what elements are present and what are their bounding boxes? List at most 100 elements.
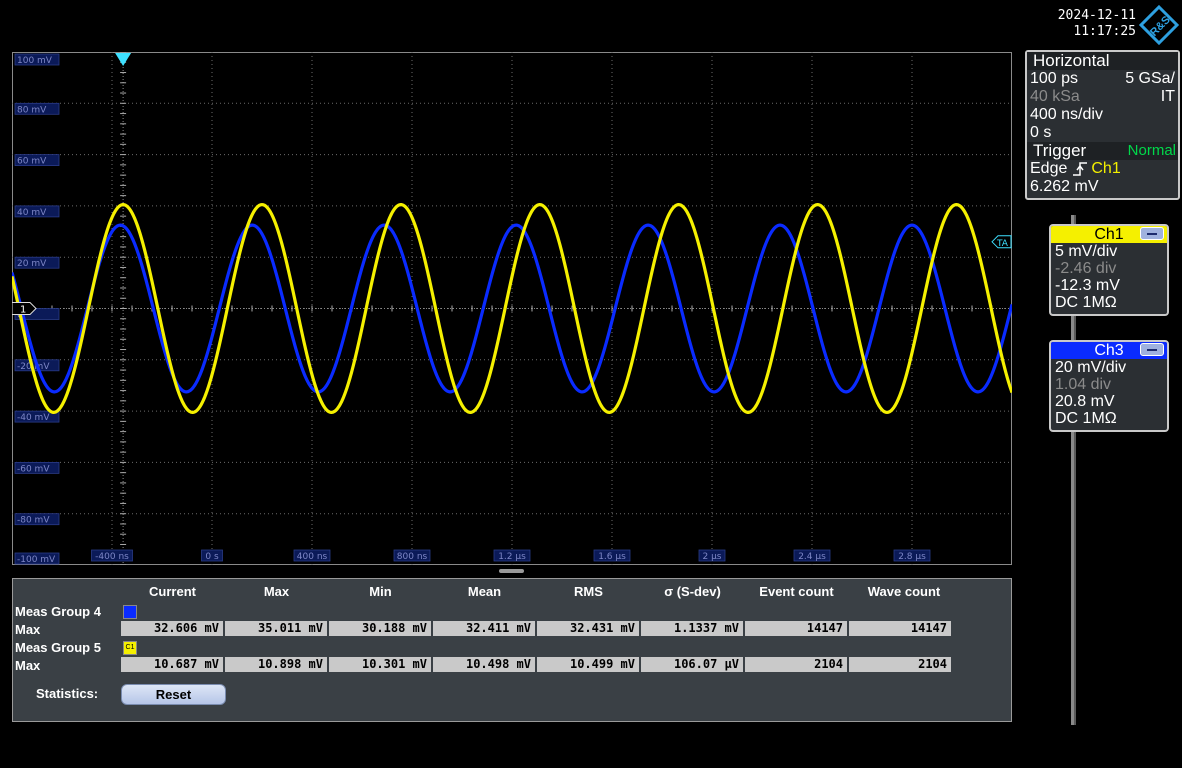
g5-min: 10.301 mV: [329, 657, 431, 672]
x-axis-label: 800 ns: [397, 552, 428, 562]
trigger-marker-label: TA: [996, 239, 1009, 249]
x-axis-label: 1.6 µs: [598, 552, 626, 562]
resize-handle[interactable]: [499, 569, 524, 573]
date-text: 2024-12-11: [1057, 8, 1136, 23]
x-axis-label: 400 ns: [297, 552, 328, 562]
rising-edge-icon: [1073, 162, 1088, 176]
meas-group-5-label: Meas Group 5: [15, 640, 101, 655]
ch1-scale: 5 mV/div: [1055, 243, 1118, 260]
acquisition-mode-value: IT: [1160, 88, 1175, 105]
ch1-offset-div: -2.46 div: [1055, 260, 1117, 277]
y-label-box: [14, 513, 60, 526]
col-header-current: Current: [149, 584, 196, 599]
x-label-box: [393, 549, 431, 562]
y-label-box: [14, 256, 60, 269]
g5-current: 10.687 mV: [121, 657, 223, 672]
measurement-panel[interactable]: Current Max Min Mean RMS σ (S-dev) Event…: [12, 578, 1012, 722]
col-header-mean: Mean: [467, 584, 502, 599]
y-axis-label: 20 mV: [17, 259, 47, 269]
x-axis-label: 2.8 µs: [898, 552, 926, 562]
g4-sdev: 1.1337 mV: [641, 621, 743, 636]
statistics-reset-button[interactable]: Reset: [121, 684, 226, 705]
datetime-display: 2024-12-11 11:17:25: [1058, 8, 1136, 40]
g4-current: 32.606 mV: [121, 621, 223, 636]
g4-mean: 32.411 mV: [433, 621, 535, 636]
g5-event-count: 2104: [745, 657, 847, 672]
x-axis-label: 0 s: [205, 552, 219, 562]
y-axis-label: 40 mV: [17, 208, 47, 218]
meas-group-4-row-label: Max: [15, 622, 41, 637]
trigger-level: 6.262 mV: [1030, 178, 1099, 195]
y-axis-label: -60 mV: [17, 464, 50, 474]
panel-divider: [1071, 215, 1075, 725]
y-axis-label: -40 mV: [17, 413, 50, 423]
rs-logo: R&S: [1139, 5, 1179, 45]
ch1-panel[interactable]: Ch1 5 mV/div -2.46 div -12.3 mV DC 1MΩ: [1049, 224, 1169, 316]
ch1-coupling: DC 1MΩ: [1055, 294, 1117, 311]
x-label-box: [893, 549, 931, 562]
ch3-minimize-button[interactable]: [1140, 343, 1164, 356]
ch1-title: Ch1: [1094, 226, 1124, 243]
trigger-title: Trigger: [1033, 141, 1087, 160]
x-label-box: [698, 549, 726, 562]
meas-group-4-label: Meas Group 4: [15, 604, 101, 619]
g5-max: 10.898 mV: [225, 657, 327, 672]
x-axis-label: 1.2 µs: [498, 552, 526, 562]
g5-rms: 10.499 mV: [537, 657, 639, 672]
y-label-box: [14, 461, 60, 474]
x-label-box: [493, 549, 531, 562]
ch1-offset-mv: -12.3 mV: [1055, 277, 1120, 294]
ch3-panel[interactable]: Ch3 20 mV/div 1.04 div 20.8 mV DC 1MΩ: [1049, 340, 1169, 432]
trigger-type: Edge: [1030, 160, 1068, 177]
horizontal-title: Horizontal: [1027, 52, 1178, 70]
ch3-offset-div: 1.04 div: [1055, 376, 1112, 393]
ch3-coupling: DC 1MΩ: [1055, 410, 1117, 427]
g4-max: 35.011 mV: [225, 621, 327, 636]
y-label-box: [14, 552, 60, 565]
ch1-minimize-button[interactable]: [1140, 227, 1164, 240]
trace-ch3: [12, 223, 1012, 394]
y-label-box: [14, 102, 60, 115]
x-label-box: [201, 549, 223, 562]
ch1-marker-label: 1: [20, 305, 26, 316]
trigger-mode: Normal: [1127, 142, 1176, 159]
col-header-max: Max: [263, 584, 290, 599]
trace-ch1: [12, 203, 1012, 414]
col-header-min: Min: [369, 584, 392, 599]
g5-mean: 10.498 mV: [433, 657, 535, 672]
y-label-box: [14, 410, 60, 423]
ch3-scale: 20 mV/div: [1055, 359, 1127, 376]
ch1-source-swatch: C1: [123, 641, 137, 655]
time-text: 11:17:25: [1073, 24, 1136, 39]
ch1-ground-marker-icon: [12, 302, 37, 315]
x-label-box: [91, 549, 133, 562]
g4-wave-count: 14147: [849, 621, 951, 636]
ch3-title: Ch3: [1094, 342, 1124, 359]
trigger-level-marker-icon: [991, 235, 1012, 249]
y-axis-label: 80 mV: [17, 105, 47, 115]
x-axis-label: 2.4 µs: [798, 552, 826, 562]
resolution-value: 100 ps: [1030, 70, 1079, 87]
y-label-box: [14, 205, 60, 218]
col-header-wave-count: Wave count: [867, 584, 941, 599]
record-length-value: 40 kSa: [1030, 88, 1080, 105]
col-header-sdev: σ (S-dev): [664, 584, 721, 599]
y-label-box: [14, 154, 60, 166]
ch3-source-swatch: [123, 605, 137, 619]
x-label-box: [293, 549, 331, 562]
sample-rate-value: 5 GSa/: [1125, 70, 1175, 87]
ch1-ground-marker: 1: [12, 302, 37, 316]
x-label-box: [793, 549, 831, 562]
timebase-value: 400 ns/div: [1030, 106, 1103, 123]
statistics-label: Statistics:: [36, 686, 99, 701]
panel-divider-shadow: [1074, 215, 1076, 725]
y-axis-label: -100 mV: [17, 555, 56, 565]
position-value: 0 s: [1030, 124, 1052, 141]
horizontal-trigger-panel[interactable]: Horizontal 100 ps 5 GSa/ 40 kSa IT 400 n…: [1025, 50, 1180, 200]
meas-group-5-row-label: Max: [15, 658, 41, 673]
col-header-rms: RMS: [574, 584, 603, 599]
col-header-event-count: Event count: [759, 584, 834, 599]
y-axis-label: 60 mV: [17, 157, 47, 167]
trigger-header: Trigger Normal: [1027, 142, 1178, 160]
